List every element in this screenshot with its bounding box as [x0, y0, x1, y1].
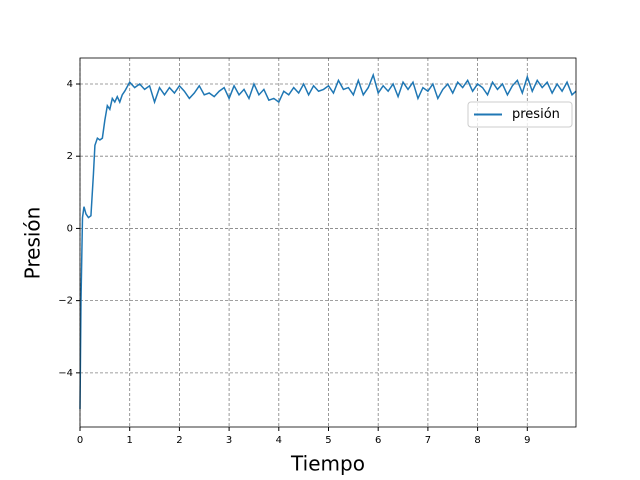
x-tick-label: 3	[226, 435, 232, 446]
legend-label: presión	[512, 107, 560, 122]
plot-frame	[79, 57, 577, 428]
x-tick-label: 0	[77, 435, 83, 446]
y-tick-label: 2	[67, 151, 73, 162]
y-tick-label: 4	[67, 79, 73, 90]
x-tick-label: 5	[325, 435, 331, 446]
x-tick-label: 6	[375, 435, 381, 446]
y-tick-label: −4	[58, 368, 73, 379]
x-axis-label: Tiempo	[290, 452, 365, 476]
x-tick-label: 4	[276, 435, 282, 446]
legend-box	[467, 101, 573, 128]
x-tick-label: 8	[474, 435, 480, 446]
x-tick-label: 2	[176, 435, 182, 446]
x-tick-label: 7	[425, 435, 431, 446]
x-tick-label: 9	[524, 435, 530, 446]
y-tick-label: 0	[67, 223, 73, 234]
data-line	[79, 72, 577, 409]
x-tick-label: 1	[127, 435, 133, 446]
y-tick-label: −2	[58, 296, 73, 307]
y-axis-label: Presión	[21, 207, 45, 280]
